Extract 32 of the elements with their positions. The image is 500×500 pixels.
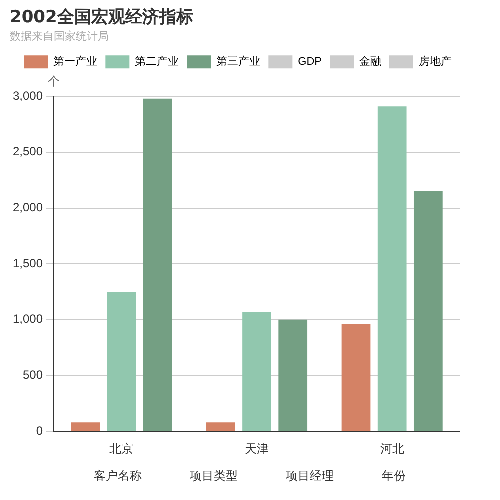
bar bbox=[342, 324, 371, 432]
y-tick-label: 500 bbox=[23, 368, 44, 382]
bar bbox=[414, 192, 443, 432]
y-tick-label: 1,500 bbox=[13, 256, 44, 270]
bar bbox=[378, 106, 407, 432]
x-tick-label: 天津 bbox=[245, 442, 270, 456]
legend-label: 第二产业 bbox=[135, 55, 180, 68]
legend-label: 第三产业 bbox=[216, 55, 261, 68]
y-tick-label: 2,500 bbox=[13, 144, 44, 159]
chart-title: 2002全国宏观经济指标 bbox=[10, 8, 194, 28]
bar bbox=[242, 312, 272, 432]
y-tick-label: 3,000 bbox=[13, 88, 44, 103]
legend-label: 第一产业 bbox=[54, 55, 98, 68]
text: 项目经理 bbox=[286, 468, 334, 485]
x-tick-label: 河北 bbox=[380, 442, 404, 456]
bar bbox=[278, 320, 308, 432]
text: 项目类型 bbox=[190, 468, 238, 485]
chart-subtitle: 数据来自国家统计局 bbox=[10, 30, 109, 43]
text: 客户名称 bbox=[94, 468, 142, 485]
text: 年份 bbox=[382, 468, 406, 485]
legend-label: 房地产 bbox=[419, 55, 452, 68]
bar bbox=[107, 292, 136, 432]
legend-label: 金融 bbox=[360, 56, 382, 68]
y-tick-label: 2,000 bbox=[13, 200, 44, 215]
bar bbox=[143, 98, 172, 432]
y-tick-label: 1,000 bbox=[13, 312, 44, 326]
y-tick-label: 0 bbox=[36, 424, 44, 438]
bar bbox=[71, 422, 100, 432]
y-axis-title: 个 bbox=[48, 74, 60, 89]
bar bbox=[206, 422, 236, 432]
legend-label: GDP bbox=[298, 56, 322, 68]
x-tick-label: 北京 bbox=[110, 442, 134, 456]
